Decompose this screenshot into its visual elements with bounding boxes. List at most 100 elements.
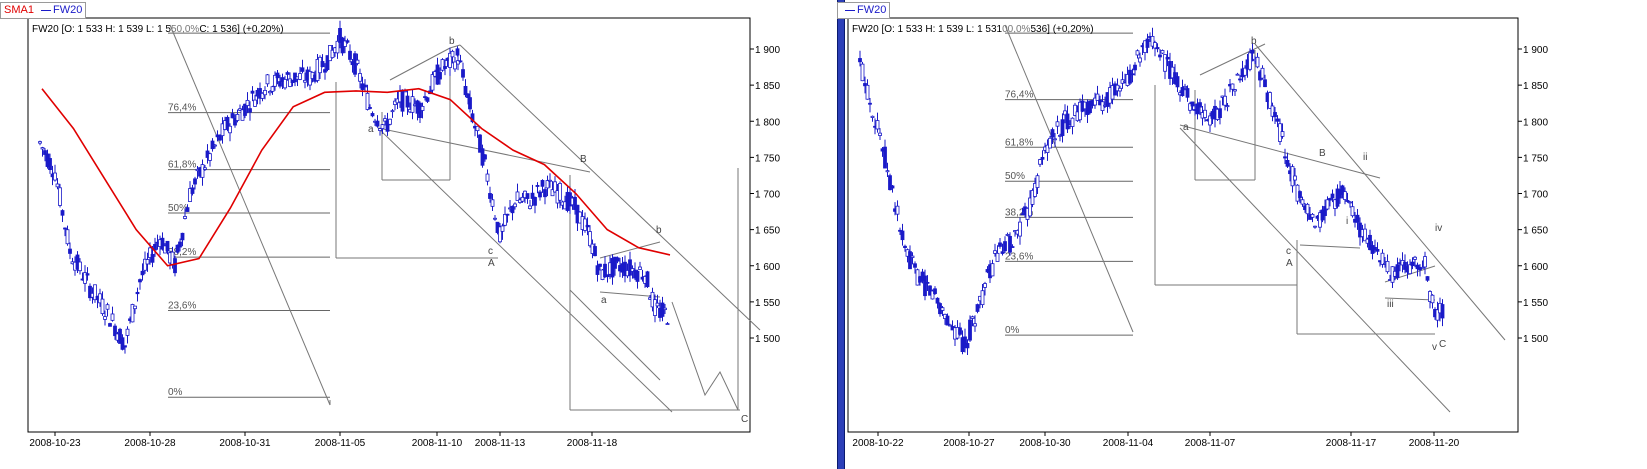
fib-level-label: 38,2% xyxy=(168,247,196,258)
candle xyxy=(463,85,468,96)
fib-level-label: 76,4% xyxy=(168,103,196,114)
candle xyxy=(1345,200,1350,202)
legend-sma-label: SMA1 xyxy=(4,4,34,16)
candle xyxy=(1408,264,1412,275)
candle xyxy=(468,97,472,110)
candle xyxy=(1003,241,1007,252)
candle xyxy=(968,319,972,341)
candle xyxy=(515,191,520,201)
candle xyxy=(588,231,592,247)
candle xyxy=(335,40,340,54)
candle xyxy=(1310,213,1315,218)
candle xyxy=(553,181,557,193)
candle xyxy=(65,229,70,245)
trend-line xyxy=(599,241,661,259)
candle xyxy=(998,242,1002,247)
candle xyxy=(595,265,600,275)
fib-level-label: 23,6% xyxy=(168,301,196,312)
candle xyxy=(108,323,112,327)
right-ohlc-readout: FW20 [O: 1 533 H: 1 539 L: 1 53100,0%536… xyxy=(852,24,1094,35)
candle xyxy=(173,258,177,274)
candle xyxy=(140,270,145,276)
candle xyxy=(60,210,65,216)
panel-divider[interactable] xyxy=(837,0,845,469)
candle xyxy=(1160,50,1165,54)
candle xyxy=(1010,246,1015,248)
trend-line xyxy=(389,47,451,81)
candle xyxy=(870,115,875,118)
candle xyxy=(868,102,872,105)
candle xyxy=(1175,76,1180,88)
x-tick-label: 2008-10-27 xyxy=(943,438,995,449)
candle xyxy=(98,293,102,304)
candle xyxy=(1163,54,1167,72)
candle xyxy=(1118,87,1122,92)
wave-label: a xyxy=(1183,122,1189,133)
candle xyxy=(338,28,342,43)
candle xyxy=(355,59,360,64)
candle xyxy=(1055,121,1060,127)
candle xyxy=(1355,214,1360,223)
left-legend: SMA1 FW20 xyxy=(0,2,87,19)
y-tick-label: 1 700 xyxy=(1523,190,1548,201)
y-tick-label: 1 650 xyxy=(755,226,780,237)
candle xyxy=(275,72,280,79)
candle xyxy=(910,255,915,258)
candle xyxy=(370,113,375,117)
candle xyxy=(453,61,457,70)
candle xyxy=(965,343,970,349)
candle xyxy=(135,291,140,295)
y-tick-label: 1 900 xyxy=(1523,45,1548,56)
candle xyxy=(228,125,232,134)
candle xyxy=(123,345,127,348)
candle xyxy=(273,74,277,87)
candle xyxy=(1340,185,1345,195)
candle xyxy=(903,245,907,248)
legend-line-icon xyxy=(845,9,855,11)
candle xyxy=(1225,105,1230,108)
candle xyxy=(93,284,97,301)
candle xyxy=(1063,110,1067,116)
candle xyxy=(1030,189,1035,205)
candle xyxy=(143,258,147,271)
candle xyxy=(528,205,532,209)
candle xyxy=(1363,228,1367,242)
candle xyxy=(180,232,185,241)
candle xyxy=(278,81,282,87)
candle xyxy=(1385,260,1390,273)
candle xyxy=(1248,52,1252,70)
candle xyxy=(645,271,650,288)
x-tick-label: 2008-10-28 xyxy=(124,438,176,449)
candle xyxy=(1093,97,1097,106)
candle xyxy=(1255,56,1260,68)
candle xyxy=(190,187,195,194)
candle xyxy=(975,304,980,312)
left-ohlc-readout: FW20 [O: 1 533 H: 1 539 L: 1 550,0%C: 1 … xyxy=(32,24,284,35)
wave-label: C xyxy=(1439,339,1446,350)
candle xyxy=(623,261,627,277)
candle xyxy=(1348,201,1352,204)
candle xyxy=(193,178,197,185)
candle xyxy=(1293,175,1297,181)
candle xyxy=(375,120,380,127)
candle xyxy=(303,79,307,83)
candle xyxy=(913,263,917,268)
candle xyxy=(1190,101,1195,107)
candle xyxy=(525,193,530,199)
candle xyxy=(1005,234,1010,236)
candle xyxy=(1238,78,1242,81)
candle xyxy=(865,84,870,100)
candle xyxy=(456,60,460,65)
candle xyxy=(1283,156,1287,159)
candle xyxy=(300,67,305,72)
candle xyxy=(38,141,42,144)
candle xyxy=(505,213,510,216)
candle xyxy=(380,124,385,129)
candle xyxy=(635,270,640,282)
candle xyxy=(1095,93,1100,101)
wave-label: iii xyxy=(1387,299,1394,310)
candle xyxy=(283,79,287,89)
candle xyxy=(1203,109,1207,118)
candle xyxy=(548,179,552,182)
candle xyxy=(385,120,390,132)
